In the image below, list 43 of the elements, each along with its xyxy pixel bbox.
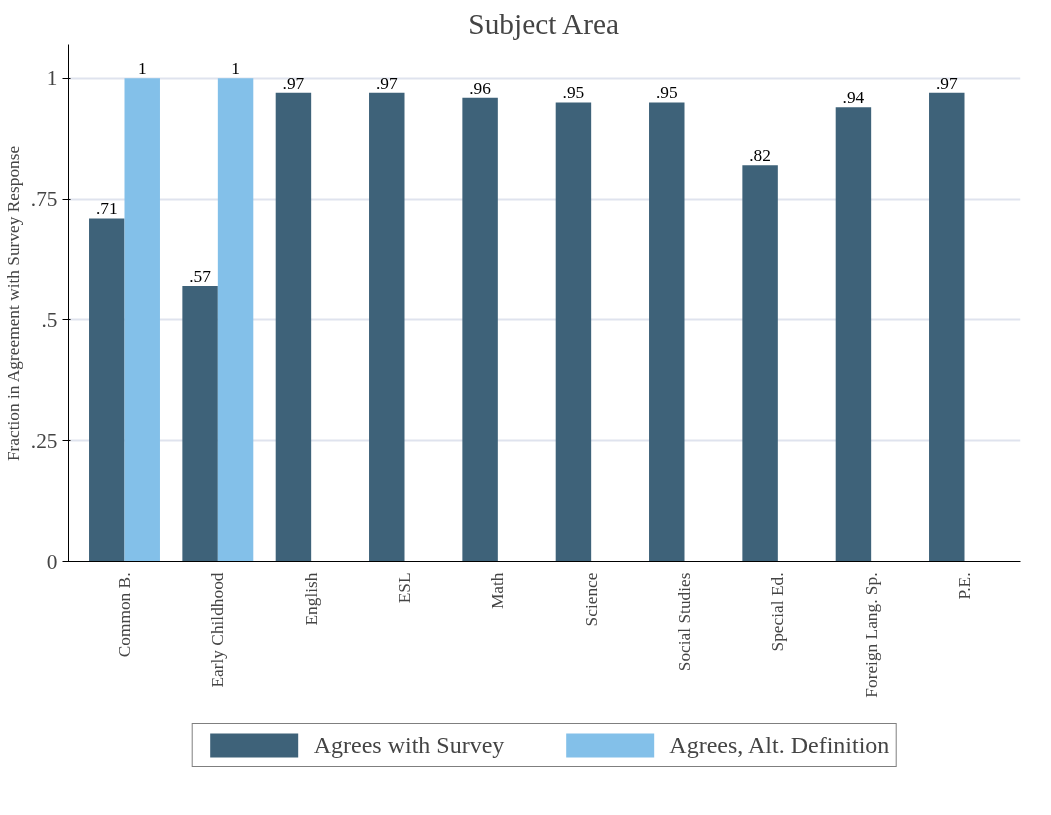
data-label: 1 bbox=[137, 59, 147, 79]
data-label: .97 bbox=[375, 73, 398, 93]
x-tick-label: English bbox=[301, 572, 321, 626]
bar bbox=[649, 102, 685, 562]
data-label: .94 bbox=[842, 88, 865, 108]
data-label: .71 bbox=[95, 199, 118, 219]
data-label: .57 bbox=[189, 267, 212, 287]
data-label: .97 bbox=[935, 73, 958, 93]
y-tick-label: 0 bbox=[46, 549, 58, 574]
x-tick-label: Math bbox=[488, 572, 508, 610]
chart-title: Subject Area bbox=[468, 7, 620, 40]
x-tick-label: Foreign Lang. Sp. bbox=[861, 572, 881, 698]
x-tick-label: Social Studies bbox=[675, 572, 694, 672]
legend-label: Agrees with Survey bbox=[313, 731, 505, 759]
legend-label: Agrees, Alt. Definition bbox=[669, 731, 890, 759]
y-tick-label: .25 bbox=[30, 428, 58, 453]
bar bbox=[555, 102, 592, 562]
bar bbox=[89, 218, 125, 562]
data-label: .95 bbox=[562, 83, 585, 103]
x-tick-label: Special Ed. bbox=[768, 572, 788, 652]
bar bbox=[369, 92, 405, 562]
bar bbox=[929, 92, 965, 562]
y-tick-label: 1 bbox=[46, 66, 58, 91]
x-tick-label: Science bbox=[581, 572, 601, 627]
x-tick-label: Early Childhood bbox=[208, 572, 228, 688]
data-label: .96 bbox=[469, 78, 492, 98]
y-tick-label: .5 bbox=[41, 307, 58, 332]
bar bbox=[742, 165, 778, 562]
x-tick-label: P.E. bbox=[955, 572, 974, 600]
x-tick-label: ESL bbox=[395, 572, 414, 604]
data-label: 1 bbox=[231, 59, 240, 79]
bar bbox=[217, 78, 254, 562]
data-label: .82 bbox=[749, 146, 771, 166]
y-tick-label: .75 bbox=[30, 187, 58, 212]
bar bbox=[835, 107, 872, 562]
data-label: .95 bbox=[655, 83, 678, 103]
y-axis-title: Fraction in Agreement with Survey Response bbox=[3, 145, 23, 462]
x-tick-label: Common B. bbox=[115, 572, 134, 658]
bar bbox=[462, 97, 498, 562]
bar bbox=[275, 92, 312, 562]
bar bbox=[124, 78, 160, 562]
data-label: .97 bbox=[282, 73, 305, 93]
bar bbox=[182, 286, 218, 562]
